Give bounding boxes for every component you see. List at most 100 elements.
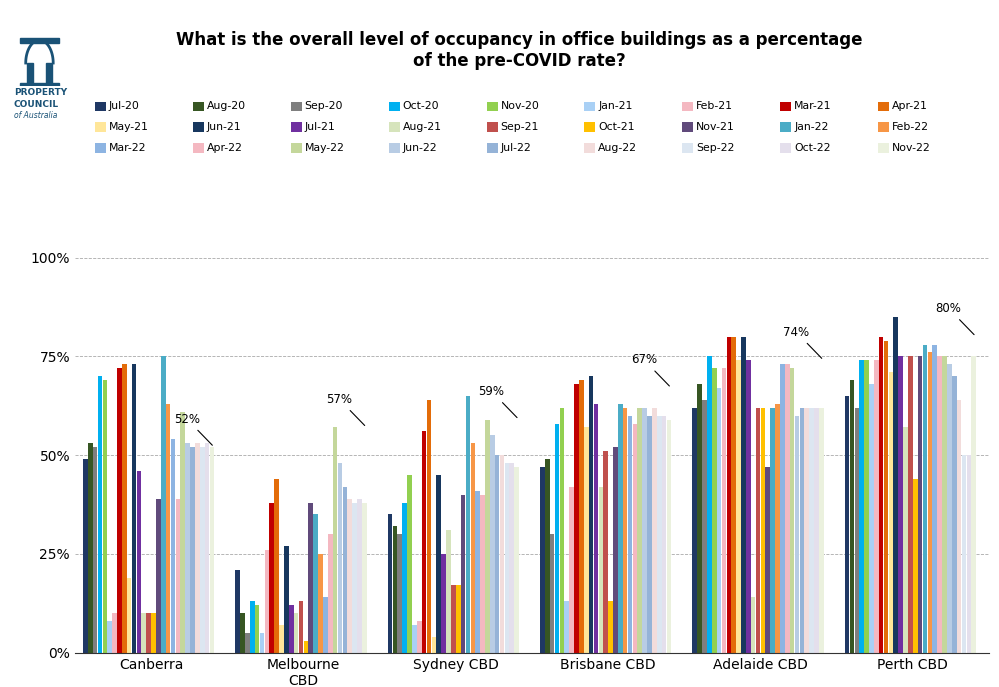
Bar (210, 447, 214, 653)
Bar (736, 360, 741, 653)
Bar (775, 404, 780, 653)
Bar (888, 372, 893, 653)
Bar (171, 440, 176, 653)
Bar (785, 364, 789, 653)
Bar (666, 420, 671, 653)
Bar (403, 503, 407, 653)
Bar (451, 585, 456, 653)
Bar (393, 526, 398, 653)
Bar (814, 408, 819, 653)
Bar (927, 352, 932, 653)
Bar (545, 459, 549, 653)
Bar (142, 613, 146, 653)
Text: 74%: 74% (783, 326, 822, 359)
Bar (751, 597, 755, 653)
Bar (304, 641, 309, 653)
Text: of Australia: of Australia (14, 111, 57, 120)
Bar (417, 621, 422, 653)
Bar (495, 455, 500, 653)
Bar (318, 554, 323, 653)
Bar (923, 344, 927, 653)
Bar (819, 408, 823, 653)
Bar (755, 408, 760, 653)
Bar (309, 503, 313, 653)
Bar (357, 499, 362, 653)
Bar (697, 384, 702, 653)
Bar (112, 613, 117, 653)
Bar (957, 400, 961, 653)
Bar (637, 408, 642, 653)
Bar (442, 554, 446, 653)
Text: Nov-20: Nov-20 (500, 102, 539, 111)
Bar (146, 613, 151, 653)
Bar (721, 368, 726, 653)
Bar (185, 443, 190, 653)
Bar (622, 408, 627, 653)
Text: Sep-20: Sep-20 (305, 102, 344, 111)
Text: Aug-21: Aug-21 (403, 122, 442, 132)
Bar (804, 408, 809, 653)
Bar (294, 613, 299, 653)
Text: Apr-22: Apr-22 (207, 143, 243, 153)
Bar (618, 404, 622, 653)
Bar (850, 380, 854, 653)
Bar (195, 443, 200, 653)
Bar (966, 455, 971, 653)
Bar (20, 38, 59, 43)
Bar (583, 427, 588, 653)
Bar (236, 570, 240, 653)
Bar (574, 384, 578, 653)
Bar (593, 404, 598, 653)
Bar (627, 416, 632, 653)
Bar (661, 416, 666, 653)
Bar (726, 337, 731, 653)
Text: Nov-21: Nov-21 (696, 122, 735, 132)
Bar (884, 341, 888, 653)
Bar (103, 380, 107, 653)
Bar (241, 613, 245, 653)
Bar (632, 423, 637, 653)
Text: May-21: May-21 (109, 122, 149, 132)
Bar (971, 357, 976, 653)
Bar (456, 585, 461, 653)
Bar (765, 467, 770, 653)
Bar (559, 408, 564, 653)
Bar (117, 368, 122, 653)
Bar (549, 534, 554, 653)
Bar (388, 515, 393, 653)
Bar (260, 633, 265, 653)
Bar (156, 499, 161, 653)
Bar (398, 534, 403, 653)
Bar (338, 463, 343, 653)
Text: Jan-21: Jan-21 (598, 102, 632, 111)
Bar (731, 337, 736, 653)
Bar (942, 357, 947, 653)
Bar (746, 360, 750, 653)
Bar (275, 479, 279, 653)
Bar (898, 357, 903, 653)
Bar (270, 503, 274, 653)
Bar (918, 357, 922, 653)
Text: Jul-20: Jul-20 (109, 102, 140, 111)
Bar (181, 412, 185, 653)
Bar (245, 633, 250, 653)
Bar (741, 337, 746, 653)
Bar (692, 408, 697, 653)
Bar (588, 376, 593, 653)
Text: 67%: 67% (630, 353, 669, 386)
Bar (657, 416, 661, 653)
Text: Mar-21: Mar-21 (794, 102, 832, 111)
Bar (717, 388, 721, 653)
Bar (598, 486, 603, 653)
Bar (869, 384, 874, 653)
Text: 80%: 80% (936, 302, 974, 335)
Text: Oct-20: Oct-20 (403, 102, 440, 111)
Bar (471, 443, 476, 653)
Bar (962, 455, 966, 653)
Bar (476, 491, 481, 653)
Text: 57%: 57% (327, 393, 365, 425)
Bar (98, 376, 102, 653)
Text: 52%: 52% (174, 412, 213, 445)
Text: Oct-22: Oct-22 (794, 143, 831, 153)
Bar (799, 408, 804, 653)
